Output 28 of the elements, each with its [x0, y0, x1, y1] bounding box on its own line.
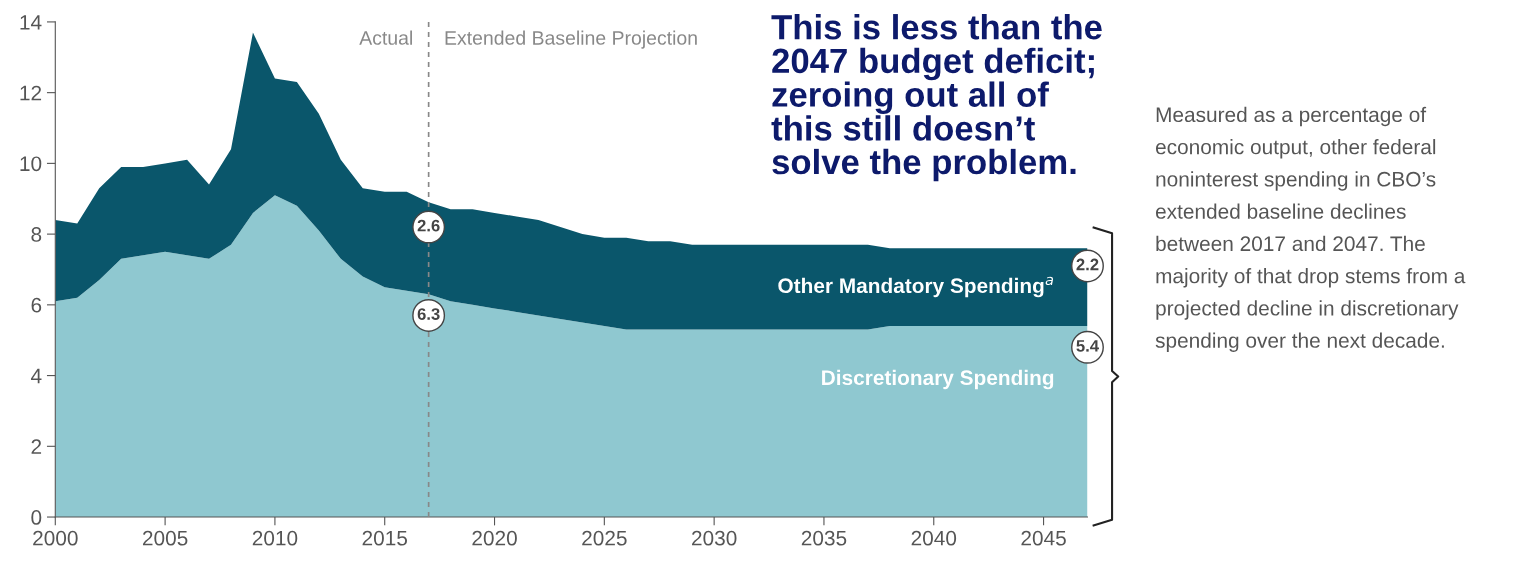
x-tick-label: 2000 — [33, 530, 78, 546]
annotation: This is less than the 2047 budget deficit; zeroing out all of this still doesn’t solve the problem. — [771, 14, 1102, 182]
series-label: Discretionary Spending — [822, 369, 1054, 390]
y-tick-label: 10 — [20, 156, 42, 172]
y-tick-label: 14 — [20, 15, 42, 30]
y-tick-label: 6 — [31, 297, 42, 313]
x-tick-label: 2025 — [582, 530, 627, 546]
series-label: Other Mandatory Spending$^{a}$ — [778, 276, 1054, 298]
y-tick-label: 2 — [31, 439, 42, 454]
annotation: Actual — [359, 30, 412, 45]
annotation: Extended Baseline Projection — [445, 30, 697, 49]
x-tick-label: 2030 — [692, 530, 737, 546]
x-tick-label: 2045 — [1021, 530, 1066, 546]
data-label: 2.2 — [1076, 258, 1099, 271]
x-tick-label: 2040 — [911, 530, 957, 546]
x-tick-label: 2035 — [801, 530, 847, 546]
y-tick-label: 4 — [30, 368, 42, 384]
data-label: 6.3 — [417, 308, 440, 320]
y-tick-label: 0 — [31, 510, 42, 525]
y-tick-label: 8 — [31, 227, 42, 242]
x-tick-label: 2015 — [362, 530, 408, 546]
x-tick-label: 2010 — [252, 530, 298, 546]
text: Measured as a percentage of economic output, other federal noninterest spending in CBO’s extended baseline declines between 2017 and 2047. The majority of that drop stems from a projected decline in discretionary spending over the next decade. — [1155, 106, 1466, 352]
data-label: 5.4 — [1076, 340, 1099, 352]
x-tick-label: 2020 — [472, 530, 517, 546]
data-label: 2.6 — [417, 219, 440, 232]
y-tick-label: 12 — [20, 85, 42, 101]
x-tick-label: 2005 — [142, 530, 188, 546]
